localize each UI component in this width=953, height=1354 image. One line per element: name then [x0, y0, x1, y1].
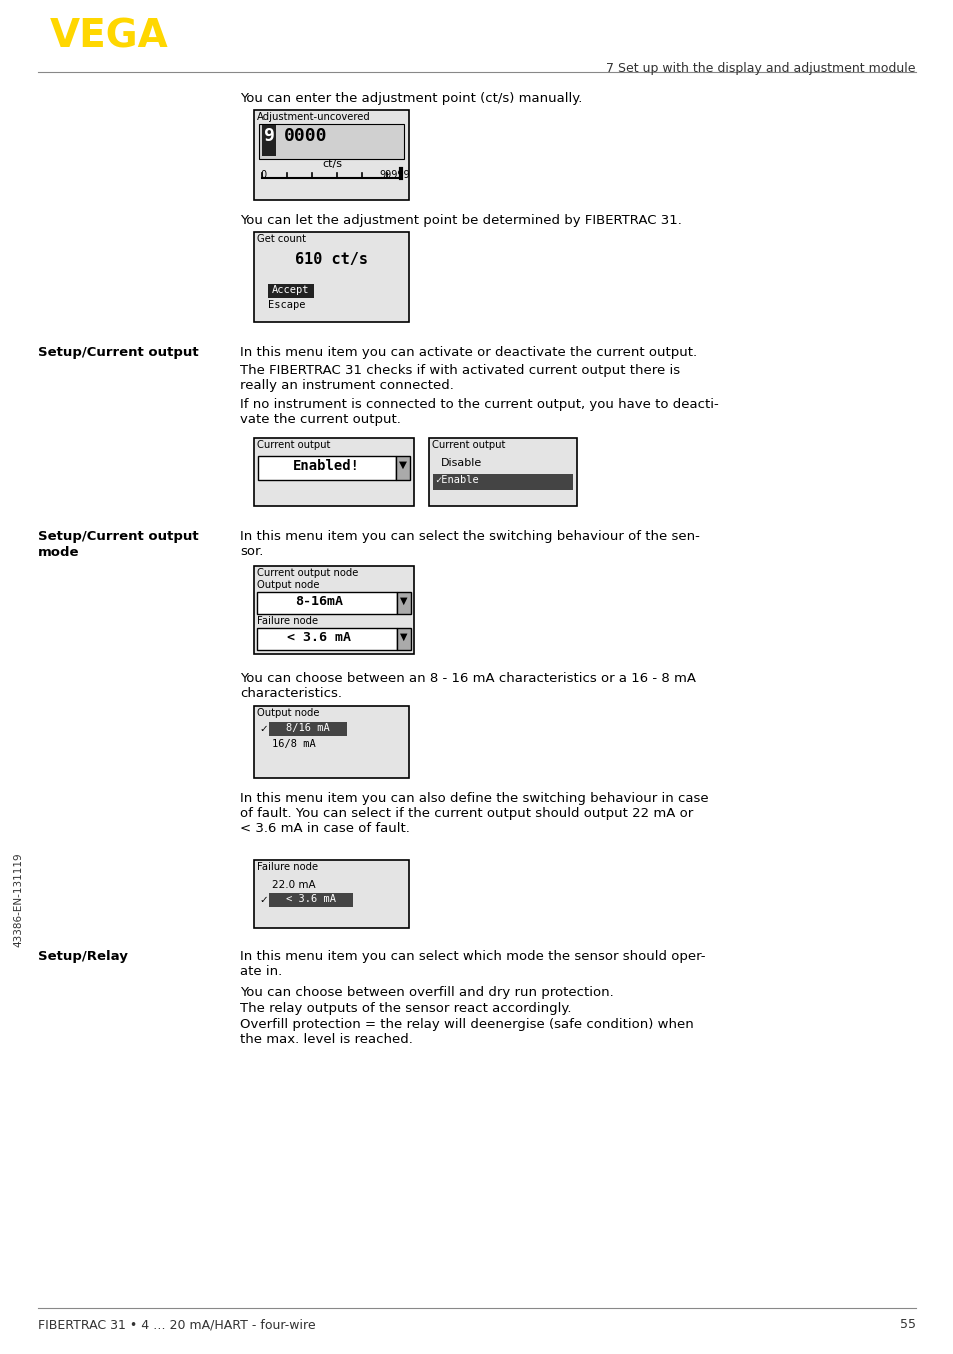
Bar	[253, 110, 409, 200]
Text: 55: 55	[899, 1317, 915, 1331]
Text: Setup/Relay: Setup/Relay	[38, 951, 128, 963]
Text: ✓: ✓	[258, 895, 268, 904]
Text: 9: 9	[263, 127, 274, 145]
Text: Failure node: Failure node	[256, 616, 317, 626]
Text: Overfill protection = the relay will deenergise (safe condition) when
the max. l: Overfill protection = the relay will dee…	[240, 1018, 693, 1047]
Text: You can choose between overfill and dry run protection.: You can choose between overfill and dry …	[240, 986, 613, 999]
Text: In this menu item you can select which mode the sensor should oper-
ate in.: In this menu item you can select which m…	[240, 951, 705, 978]
Text: The relay outputs of the sensor react accordingly.: The relay outputs of the sensor react ac…	[240, 1002, 571, 1016]
Bar	[429, 437, 577, 506]
Text: You can enter the adjustment point (ct/s) manually.: You can enter the adjustment point (ct/s…	[240, 92, 581, 106]
Bar	[395, 456, 410, 481]
Text: 99999: 99999	[378, 171, 409, 180]
Text: mode: mode	[38, 546, 79, 559]
Text: Current output: Current output	[432, 440, 505, 450]
Bar	[396, 628, 411, 650]
Bar	[269, 894, 353, 907]
Text: ct/s: ct/s	[322, 158, 341, 169]
Bar	[257, 456, 395, 481]
Bar	[268, 284, 314, 298]
Text: 43386-EN-131119: 43386-EN-131119	[13, 853, 23, 948]
Text: Output node: Output node	[256, 708, 319, 718]
Bar	[253, 566, 414, 654]
Bar	[262, 125, 275, 156]
Text: 22.0 mA: 22.0 mA	[272, 880, 315, 890]
Text: 0: 0	[260, 171, 266, 180]
Text: If no instrument is connected to the current output, you have to deacti-
vate th: If no instrument is connected to the cur…	[240, 398, 718, 427]
Text: Accept: Accept	[272, 284, 310, 295]
Text: Get count: Get count	[256, 234, 306, 244]
Text: In this menu item you can select the switching behaviour of the sen-
sor.: In this menu item you can select the swi…	[240, 529, 700, 558]
Bar	[253, 705, 409, 779]
Text: Current output: Current output	[256, 440, 330, 450]
Text: Setup/Current output: Setup/Current output	[38, 347, 198, 359]
Bar	[269, 722, 347, 737]
Text: ▼: ▼	[398, 460, 407, 470]
Text: Escape: Escape	[268, 301, 305, 310]
Bar	[256, 628, 396, 650]
Text: ▼: ▼	[400, 632, 407, 642]
Bar	[253, 437, 414, 506]
Text: You can choose between an 8 - 16 mA characteristics or a 16 - 8 mA
characteristi: You can choose between an 8 - 16 mA char…	[240, 672, 696, 700]
Bar	[258, 125, 403, 158]
Text: Failure node: Failure node	[256, 862, 317, 872]
Text: Enabled!: Enabled!	[293, 459, 359, 473]
Bar	[396, 592, 411, 613]
Text: 8/16 mA: 8/16 mA	[286, 723, 330, 733]
Text: 16/8 mA: 16/8 mA	[272, 739, 315, 749]
Text: Current output node: Current output node	[256, 567, 358, 578]
Text: Disable: Disable	[440, 458, 482, 468]
Text: 610 ct/s: 610 ct/s	[295, 252, 368, 267]
Text: < 3.6 mA: < 3.6 mA	[287, 631, 351, 645]
Text: Setup/Current output: Setup/Current output	[38, 529, 198, 543]
Text: ✓: ✓	[258, 724, 268, 734]
Text: 8-16mA: 8-16mA	[294, 594, 343, 608]
Bar	[433, 474, 573, 490]
Text: You can let the adjustment point be determined by FIBERTRAC 31.: You can let the adjustment point be dete…	[240, 214, 681, 227]
Text: VEGA: VEGA	[50, 18, 169, 56]
Text: Adjustment-uncovered: Adjustment-uncovered	[256, 112, 371, 122]
Text: The FIBERTRAC 31 checks if with activated current output there is
really an inst: The FIBERTRAC 31 checks if with activate…	[240, 364, 679, 393]
Text: Output node: Output node	[256, 580, 319, 590]
Bar	[256, 592, 396, 613]
Text: In this menu item you can also define the switching behaviour in case
of fault. : In this menu item you can also define th…	[240, 792, 708, 835]
Bar	[253, 860, 409, 927]
Text: ▼: ▼	[400, 596, 407, 607]
Text: ✓Enable: ✓Enable	[435, 475, 478, 485]
Text: In this menu item you can activate or deactivate the current output.: In this menu item you can activate or de…	[240, 347, 697, 359]
Text: < 3.6 mA: < 3.6 mA	[286, 894, 335, 904]
Text: 7 Set up with the display and adjustment module: 7 Set up with the display and adjustment…	[606, 62, 915, 74]
Text: FIBERTRAC 31 • 4 … 20 mA/HART - four-wire: FIBERTRAC 31 • 4 … 20 mA/HART - four-wir…	[38, 1317, 315, 1331]
Text: 0000: 0000	[284, 127, 328, 145]
Bar	[253, 232, 409, 322]
